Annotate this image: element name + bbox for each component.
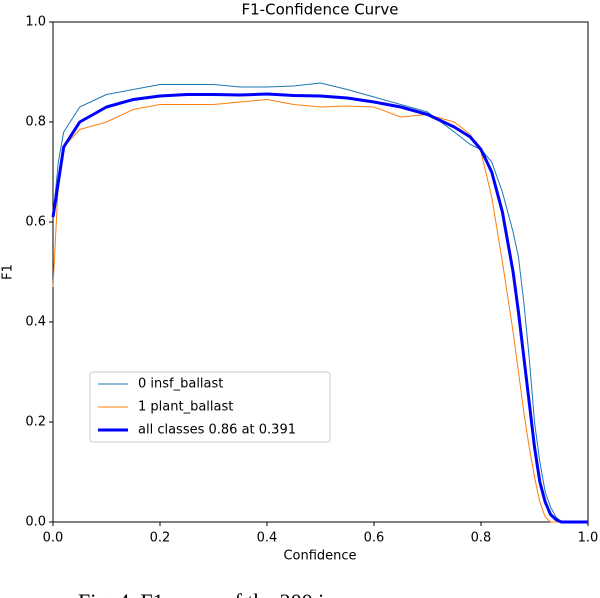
y-tick-label: 0.4 [25, 315, 46, 330]
caption: Fig. 4. F1 curve of the 200 i [78, 589, 324, 598]
chart-title: F1-Confidence Curve [242, 1, 399, 19]
y-tick-label: 0.6 [25, 215, 46, 230]
y-tick-label: 1.0 [25, 15, 46, 30]
line-series [52, 99, 588, 523]
y-tick-label: 0.8 [25, 115, 46, 130]
x-tick-label: 0.4 [257, 531, 278, 546]
x-tick-label: 0.0 [43, 531, 64, 546]
x-tick-label: 0.6 [364, 531, 385, 546]
x-tick-label: 0.2 [150, 531, 171, 546]
legend-label: all classes 0.86 at 0.391 [138, 423, 296, 438]
x-tick-label: 1.0 [578, 531, 599, 546]
y-tick-label: 0.2 [25, 415, 46, 430]
legend-box [89, 371, 331, 443]
x-tick-label: 0.8 [471, 531, 492, 546]
x-axis-label: Confidence [283, 549, 356, 564]
y-axis-label: F1 [1, 264, 16, 280]
y-tick-label: 0.0 [25, 515, 46, 530]
legend-label: 0 insf_ballast [138, 377, 223, 392]
legend-label: 1 plant_ballast [138, 400, 233, 415]
line-series [52, 82, 588, 523]
plot-frame [52, 21, 589, 523]
line-series [51, 92, 588, 524]
